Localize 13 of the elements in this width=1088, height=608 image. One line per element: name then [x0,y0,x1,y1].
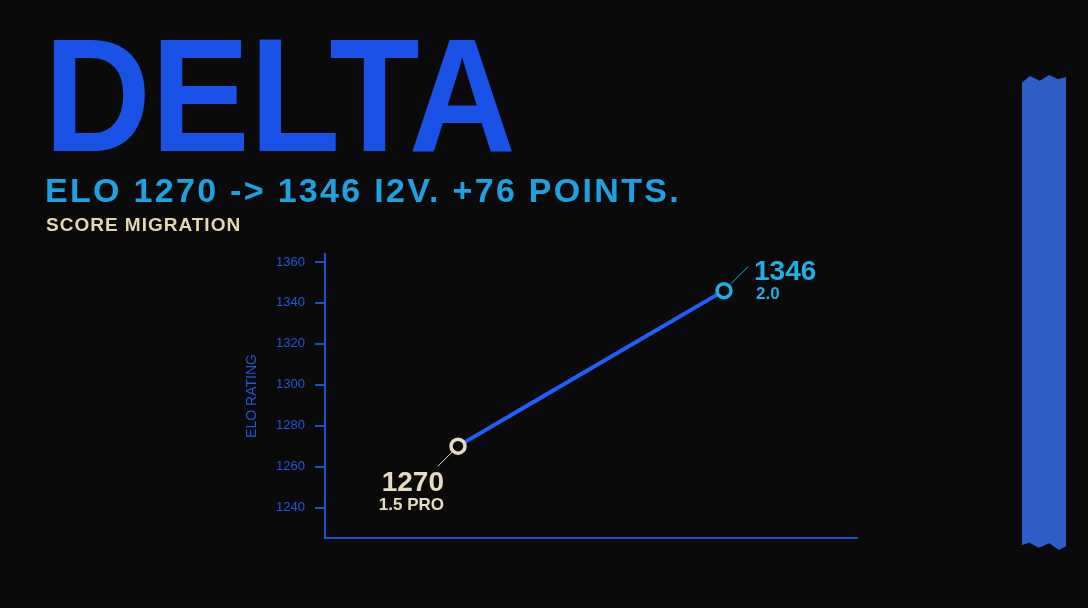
annotation: 1.5 PRO [378,495,444,515]
data-label: 1270 [381,466,444,498]
data-label: 1346 [754,254,817,286]
y-tick-label: 1360 [276,253,305,269]
y-axis-title: ELO RATING [243,354,260,438]
annotation: 2.0 [756,283,780,303]
y-tick-label: 1260 [276,458,305,474]
y-tick-label: 1320 [276,335,305,351]
y-tick-label: 1300 [276,376,305,392]
y-tick-label: 1240 [276,499,305,515]
y-tick-label: 1340 [276,294,305,310]
y-tick-label: 1280 [276,417,305,433]
text: SCORE MIGRATION [46,214,242,235]
